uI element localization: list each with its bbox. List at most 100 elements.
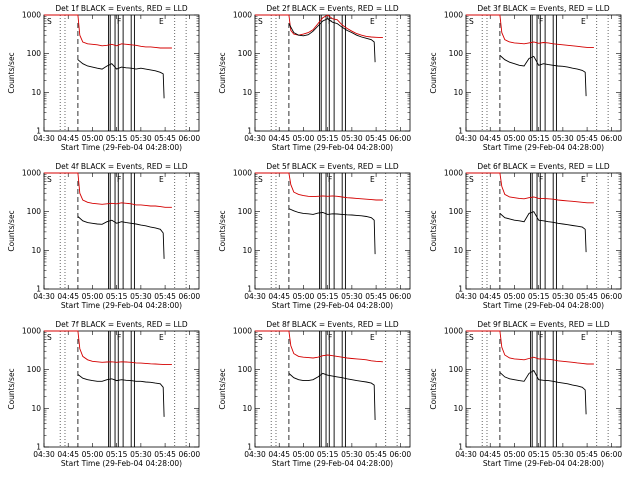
x-tick-label: 05:45	[365, 134, 387, 143]
plot-frame	[43, 330, 200, 448]
x-axis-label: Start Time (29-Feb-04 04:28:00)	[272, 301, 393, 310]
marker-e: E	[370, 175, 375, 184]
x-tick-label: 04:45	[57, 134, 79, 143]
x-tick-label: 05:30	[130, 292, 152, 301]
series-lld-line	[44, 14, 172, 49]
marker-e: E	[581, 333, 586, 342]
series-lld-line	[255, 14, 383, 39]
y-tick-label: 10	[242, 246, 252, 255]
y-tick-label: 100	[238, 49, 253, 58]
x-tick-label: 05:15	[528, 450, 550, 459]
y-tick-label: 10	[453, 404, 463, 413]
y-tick-label: 100	[238, 365, 253, 374]
x-axis-label: Start Time (29-Feb-04 04:28:00)	[61, 143, 182, 152]
marker-s: S	[258, 175, 263, 184]
marker-e: E	[581, 175, 586, 184]
x-tick-label: 05:45	[154, 450, 176, 459]
plot-frame	[43, 14, 200, 132]
y-tick-label: 100	[27, 365, 42, 374]
marker-s: S	[47, 175, 52, 184]
marker-f: F	[117, 175, 121, 184]
marker-f: F	[539, 175, 543, 184]
x-axis-label: Start Time (29-Feb-04 04:28:00)	[483, 143, 604, 152]
x-tick-label: 05:00	[82, 292, 104, 301]
marker-e: E	[370, 17, 375, 26]
series-events-line	[288, 372, 376, 421]
x-tick-label: 05:45	[576, 134, 598, 143]
y-tick-label: 10	[31, 246, 41, 255]
marker-e: E	[370, 333, 375, 342]
x-tick-label: 05:45	[365, 292, 387, 301]
plot-frame	[465, 330, 622, 448]
y-tick-label: 1000	[444, 169, 463, 178]
series-events-line	[77, 59, 165, 99]
x-tick-label: 05:30	[552, 292, 574, 301]
plot-title: Det 3f BLACK = Events, RED = LLD	[477, 4, 610, 13]
y-tick-label: 1	[247, 443, 252, 452]
x-tick-label: 05:15	[317, 292, 339, 301]
y-tick-label: 10	[453, 246, 463, 255]
marker-f: F	[328, 17, 332, 26]
y-tick-label: 1	[458, 127, 463, 136]
x-axis-label: Start Time (29-Feb-04 04:28:00)	[61, 459, 182, 468]
x-tick-label: 05:45	[365, 450, 387, 459]
marker-s: S	[47, 333, 52, 342]
marker-e: E	[159, 333, 164, 342]
x-tick-label: 05:15	[106, 450, 128, 459]
x-tick-label: 05:15	[528, 292, 550, 301]
x-tick-label: 05:00	[82, 134, 104, 143]
x-axis-label: Start Time (29-Feb-04 04:28:00)	[483, 301, 604, 310]
x-tick-label: 05:45	[576, 292, 598, 301]
y-axis-label: Counts/sec	[7, 368, 16, 409]
series-lld-line	[255, 172, 383, 201]
plot-frame	[465, 14, 622, 132]
x-tick-label: 05:30	[130, 134, 152, 143]
x-tick-label: 04:30	[455, 292, 477, 301]
series-events-line	[499, 55, 587, 97]
series-events-line	[499, 211, 587, 253]
x-tick-label: 04:30	[33, 134, 55, 143]
x-tick-label: 05:00	[293, 292, 315, 301]
y-axis-label: Counts/sec	[7, 210, 16, 251]
marker-s: S	[258, 17, 263, 26]
marker-s: S	[469, 175, 474, 184]
x-tick-label: 05:00	[82, 450, 104, 459]
x-tick-label: 06:00	[179, 292, 201, 301]
y-tick-label: 1	[36, 285, 41, 294]
series-lld-line	[44, 172, 172, 208]
plot-title: Det 2f BLACK = Events, RED = LLD	[266, 4, 399, 13]
x-tick-label: 04:45	[479, 450, 501, 459]
y-tick-label: 100	[449, 207, 464, 216]
x-tick-label: 05:00	[504, 134, 526, 143]
x-tick-label: 05:15	[317, 134, 339, 143]
y-axis-label: Counts/sec	[429, 52, 438, 93]
marker-f: F	[117, 333, 121, 342]
x-tick-label: 05:45	[154, 134, 176, 143]
x-tick-label: 05:15	[528, 134, 550, 143]
x-tick-label: 05:30	[552, 134, 574, 143]
marker-f: F	[328, 175, 332, 184]
x-tick-label: 06:00	[601, 134, 623, 143]
y-tick-label: 10	[31, 88, 41, 97]
series-lld-line	[255, 330, 383, 363]
y-tick-label: 1000	[22, 327, 41, 336]
y-tick-label: 1000	[233, 169, 252, 178]
plot-title: Det 4f BLACK = Events, RED = LLD	[55, 162, 188, 171]
y-tick-label: 1000	[22, 169, 41, 178]
x-tick-label: 04:45	[57, 292, 79, 301]
x-tick-label: 04:45	[479, 292, 501, 301]
x-tick-label: 05:30	[341, 134, 363, 143]
plot-frame	[254, 14, 411, 132]
marker-e: E	[159, 17, 164, 26]
y-tick-label: 100	[449, 49, 464, 58]
y-tick-label: 100	[27, 49, 42, 58]
y-tick-label: 1	[247, 127, 252, 136]
x-tick-label: 06:00	[179, 450, 201, 459]
x-tick-label: 04:45	[57, 450, 79, 459]
series-events-line	[77, 374, 165, 417]
x-tick-label: 05:00	[504, 292, 526, 301]
x-tick-label: 05:30	[552, 450, 574, 459]
plot-title: Det 1f BLACK = Events, RED = LLD	[55, 4, 188, 13]
marker-s: S	[258, 333, 263, 342]
